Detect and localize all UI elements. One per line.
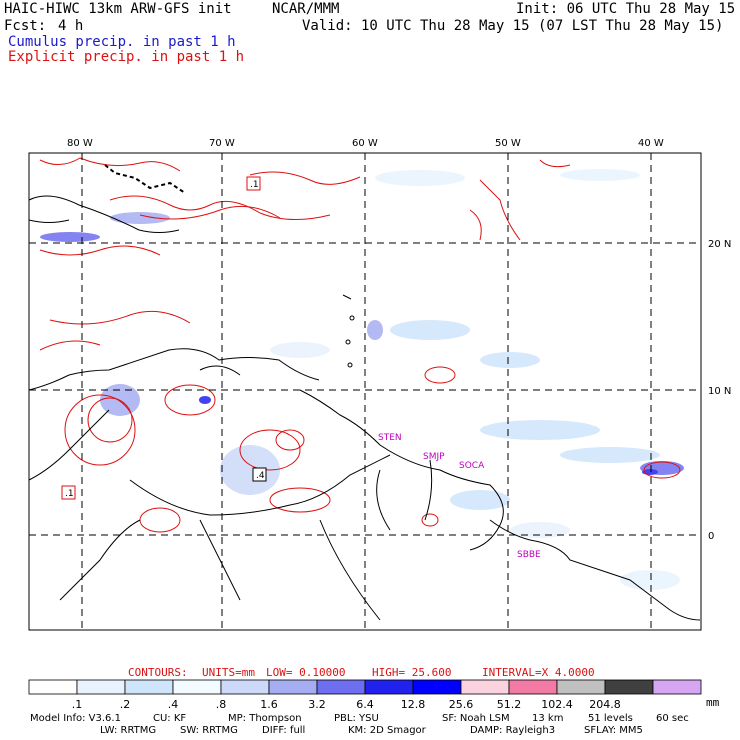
colorbar-tick-label: 25.6 [449, 698, 474, 711]
station-smjp: SMJP [423, 452, 445, 462]
footer-sw: SW: RRTMG [180, 725, 238, 736]
lat-label-0: 0 [708, 531, 714, 542]
footer-sflay: SFLAY: MM5 [584, 725, 643, 736]
colorbar-tick-label: .4 [168, 698, 179, 711]
colorbar-cell [172, 679, 222, 695]
colorbar-tick-label: 12.8 [401, 698, 426, 711]
box-mark-1-label: .1 [250, 180, 259, 190]
footer-mp: MP: Thompson [228, 713, 302, 724]
colorbar-cell [220, 679, 270, 695]
footer-km: KM: 2D Smagor [348, 725, 426, 736]
colorbar-tick-label: 102.4 [541, 698, 573, 711]
colorbar: .1 .2 .4 .8 1.6 3.2 6.4 12.8 25.6 51.2 102.4 204.8 [28, 679, 702, 711]
footer-pbl: PBL: YSU [334, 713, 379, 724]
lat-lon-grid [29, 153, 701, 630]
footer-lw: LW: RRTMG [100, 725, 157, 736]
station-sten: STEN [378, 433, 402, 443]
lat-label-10n: 10 N [708, 386, 731, 397]
colorbar-tick-label: .1 [72, 698, 83, 711]
org-label: NCAR/MMM [272, 1, 340, 17]
footer-resolution: 13 km [532, 713, 564, 724]
model-title: HAIC-HIWC 13km ARW-GFS init [4, 1, 232, 17]
contours-low: LOW= 0.10000 [266, 666, 346, 679]
colorbar-tick-label: 51.2 [497, 698, 522, 711]
box-mark-3-label: .4 [256, 471, 265, 481]
colorbar-cell [28, 679, 78, 695]
lon-label-80w: 80 W [67, 138, 93, 149]
colorbar-tick-label: 1.6 [260, 698, 278, 711]
colorbar-cell [76, 679, 126, 695]
colorbar-cell [364, 679, 414, 695]
colorbar-tick-label: 204.8 [589, 698, 621, 711]
contours-label: CONTOURS: [128, 666, 188, 679]
footer-cu: CU: KF [153, 713, 187, 724]
colorbar-tick-label: 6.4 [356, 698, 374, 711]
colorbar-cell [652, 679, 702, 695]
explicit-precip-contours [39, 157, 681, 533]
colorbar-cell [460, 679, 510, 695]
fcst-value: 4 h [58, 18, 84, 34]
colorbar-cell [124, 679, 174, 695]
footer-levels: 51 levels [588, 713, 633, 724]
box-mark-3 [252, 467, 267, 482]
footer-damp: DAMP: Rayleigh3 [470, 725, 556, 736]
fcst-label: Fcst: [4, 18, 47, 34]
lon-label-40w: 40 W [638, 138, 664, 149]
contours-interval: INTERVAL=X 4.0000 [482, 666, 595, 679]
colorbar-cell [316, 679, 366, 695]
colorbar-cell [412, 679, 462, 695]
box-mark-2-label: .1 [65, 489, 74, 499]
box-mark-2 [61, 485, 76, 500]
colorbar-tick-label: .2 [120, 698, 131, 711]
lat-label-20n: 20 N [708, 239, 731, 250]
coastlines [28, 164, 701, 621]
colorbar-unit: mm [706, 696, 720, 709]
lon-label-70w: 70 W [209, 138, 235, 149]
valid-time: Valid: 10 UTC Thu 28 May 15 (07 LST Thu … [302, 18, 724, 34]
contours-high: HIGH= 25.600 [372, 666, 452, 679]
explicit-legend: Explicit precip. in past 1 h [8, 49, 245, 65]
station-soca: SOCA [459, 461, 485, 471]
footer-sf: SF: Noah LSM [442, 713, 510, 724]
colorbar-tick-label: 3.2 [308, 698, 326, 711]
lon-label-60w: 60 W [352, 138, 378, 149]
lon-label-50w: 50 W [495, 138, 521, 149]
footer-model-info: Model Info: V3.6.1 [30, 713, 121, 724]
colorbar-cell [508, 679, 558, 695]
station-sbbe: SBBE [517, 550, 541, 560]
footer-diff: DIFF: full [262, 725, 306, 736]
cumulus-legend: Cumulus precip. in past 1 h [8, 34, 236, 50]
box-mark-1 [246, 176, 261, 191]
init-time: Init: 06 UTC Thu 28 May 15 [516, 1, 736, 17]
colorbar-cell [268, 679, 318, 695]
colorbar-cell [556, 679, 606, 695]
contours-units: UNITS=mm [202, 666, 255, 679]
footer-timestep: 60 sec [656, 713, 689, 724]
colorbar-tick-label: .8 [216, 698, 227, 711]
colorbar-cell [604, 679, 654, 695]
